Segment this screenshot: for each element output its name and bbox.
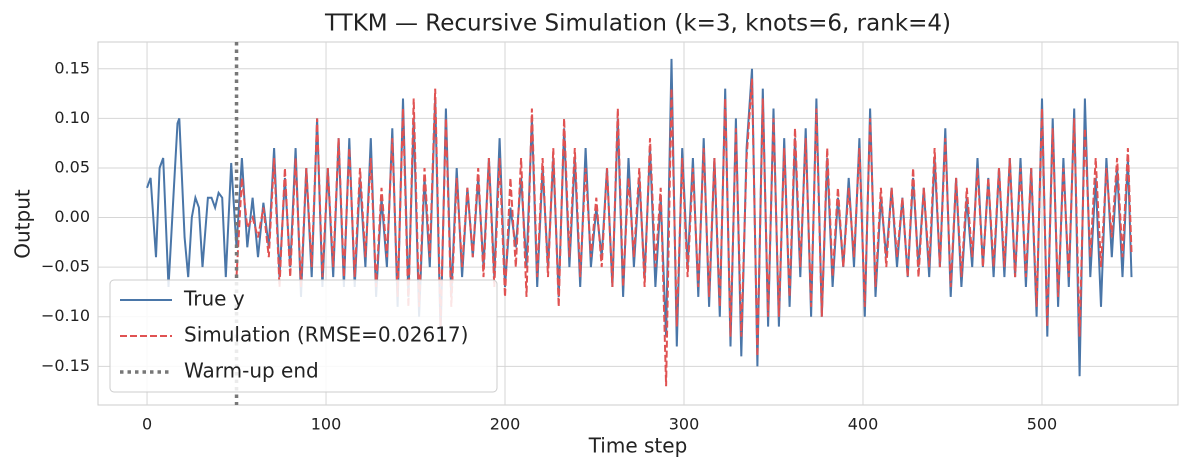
x-tick-label: 200 (490, 415, 521, 434)
legend-label: Simulation (RMSE=0.02617) (184, 323, 468, 347)
y-tick-label: 0.05 (54, 157, 90, 176)
x-axis-label: Time step (588, 434, 688, 458)
legend-box (109, 279, 498, 393)
y-tick-label: 0.00 (54, 207, 90, 226)
y-axis-label: Output (11, 189, 35, 259)
x-tick-label: 400 (848, 415, 879, 434)
y-tick-label: −0.15 (41, 356, 90, 375)
x-tick-label: 500 (1027, 415, 1058, 434)
x-tick-label: 100 (311, 415, 342, 434)
x-tick-label: 300 (669, 415, 700, 434)
x-tick-label: 0 (142, 415, 152, 434)
chart-title: TTKM — Recursive Simulation (k=3, knots=… (324, 11, 951, 37)
y-tick-label: 0.10 (54, 108, 90, 127)
series-line (235, 78, 1133, 387)
y-tick-label: 0.15 (54, 58, 90, 77)
y-tick-label: −0.10 (41, 306, 90, 325)
legend-label: Warm-up end (184, 359, 319, 383)
y-tick-label: −0.05 (41, 257, 90, 276)
legend-label: True y (183, 287, 245, 311)
